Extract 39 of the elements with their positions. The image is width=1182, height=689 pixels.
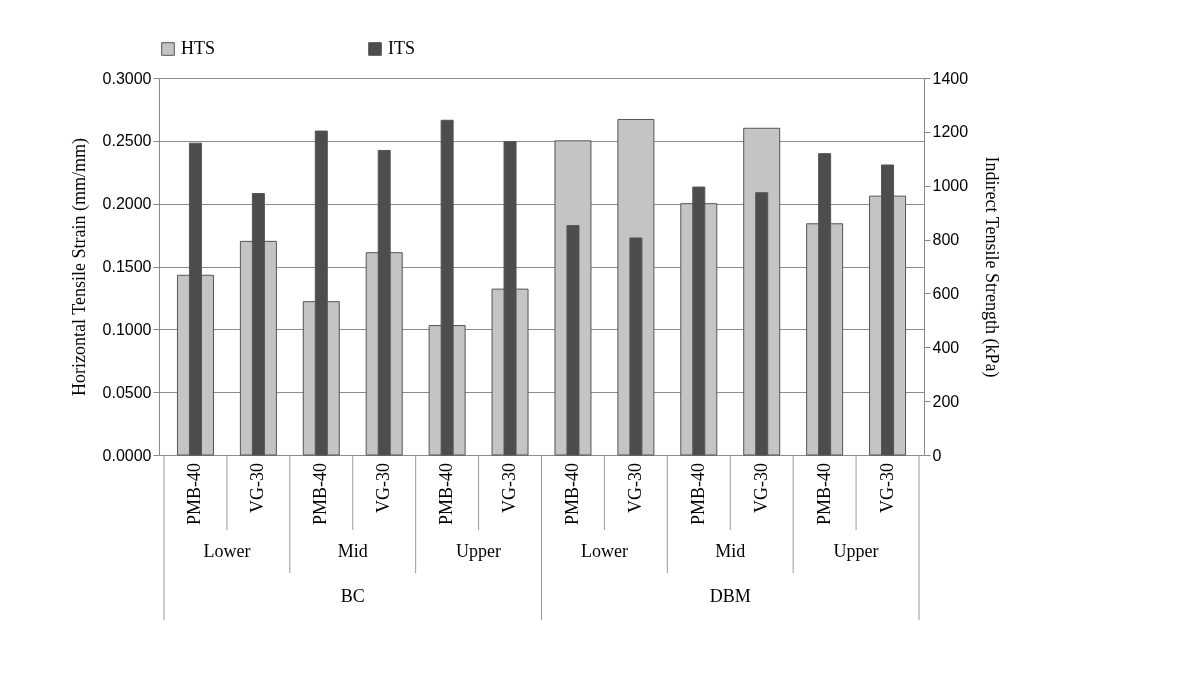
x-tick-label: VG-30 xyxy=(750,463,771,513)
y-tick-label: 0.2500 xyxy=(102,132,152,150)
x-tick-label: PMB-40 xyxy=(310,463,331,526)
text: DBM xyxy=(709,586,751,606)
y-tick-label: 0.3000 xyxy=(102,69,152,87)
text: Lower xyxy=(580,541,628,561)
x-tick-label: VG-30 xyxy=(876,463,897,513)
x-tick-label: VG-30 xyxy=(247,463,268,513)
x-tick-label: VG-30 xyxy=(624,463,645,513)
x-tick-label: VG-30 xyxy=(373,463,394,513)
text: Mid xyxy=(337,541,368,561)
text: Mid xyxy=(715,541,746,561)
y-tick-label: 0.0000 xyxy=(102,446,152,464)
x-tick-label: PMB-40 xyxy=(561,463,582,526)
x-tick-label: PMB-40 xyxy=(184,463,205,526)
legend-label: ITS xyxy=(388,38,415,58)
y-axis-title: Horizontal Tensile Strain (mm/mm) xyxy=(68,138,90,396)
y-tick-label: 0.1500 xyxy=(102,258,152,275)
text: Lower xyxy=(203,541,251,561)
x-tick-label: PMB-40 xyxy=(687,463,708,526)
y2-tick-label: 400 xyxy=(932,338,960,356)
y2-tick-label: 800 xyxy=(932,231,960,249)
legend-label: HTS xyxy=(181,38,216,58)
y2-tick-label: 200 xyxy=(932,392,960,410)
y2-tick-label: 1200 xyxy=(932,123,969,141)
text: BC xyxy=(340,586,365,606)
y2-tick-label: 600 xyxy=(932,284,960,302)
text: Upper xyxy=(833,541,879,561)
y2-tick-label: 1000 xyxy=(932,177,969,195)
y-tick-label: 0.2000 xyxy=(102,195,152,213)
y-tick-label: 0.0500 xyxy=(102,383,152,401)
x-tick-label: PMB-40 xyxy=(436,463,457,526)
y2-axis-title: Indirect Tensile Strength (kPa) xyxy=(981,156,1003,378)
x-tick-label: PMB-40 xyxy=(813,463,834,526)
x-tick-label: VG-30 xyxy=(499,463,520,513)
y2-tick-label: 1400 xyxy=(932,69,969,87)
y2-tick-label: 0 xyxy=(932,446,942,464)
text: Upper xyxy=(456,541,502,561)
y-tick-label: 0.1000 xyxy=(102,320,152,338)
